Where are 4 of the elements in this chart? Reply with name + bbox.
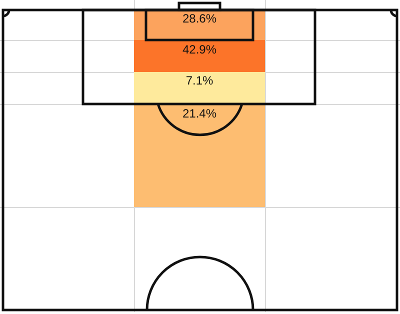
data-label: 42.9% [182, 42, 217, 56]
data-label: 21.4% [182, 106, 217, 120]
data-label: 7.1% [186, 73, 214, 88]
data-label: 28.6% [182, 11, 217, 26]
